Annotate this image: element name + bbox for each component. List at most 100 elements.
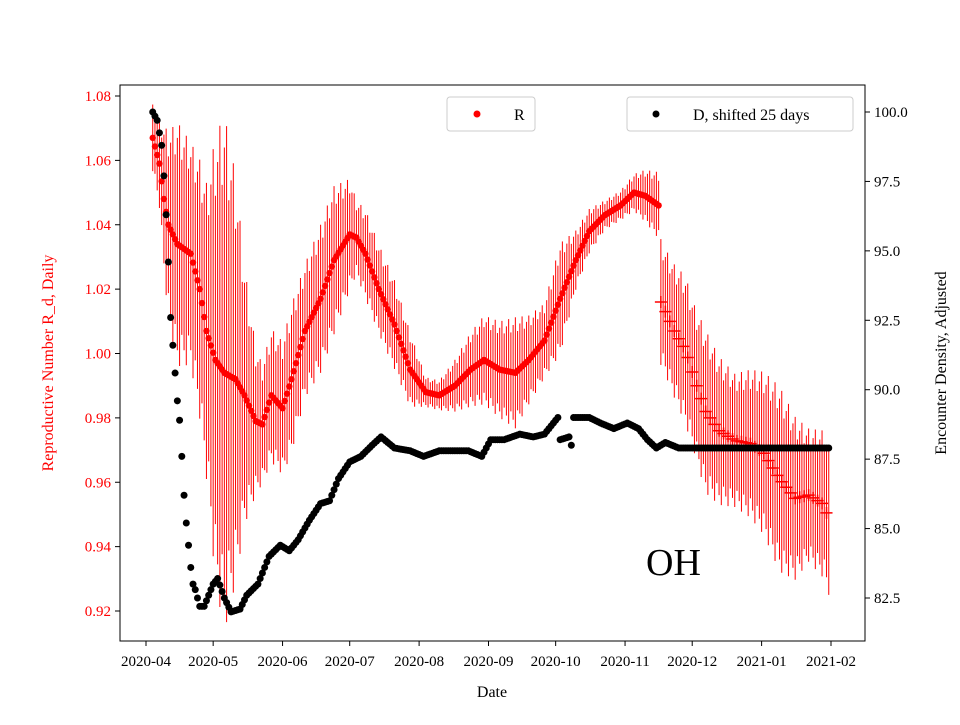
d-point — [565, 433, 573, 441]
r-point — [570, 262, 577, 269]
r-point — [563, 279, 571, 286]
r-point-plus — [690, 379, 703, 392]
r-point — [156, 160, 163, 167]
r-point — [158, 178, 165, 185]
x-tick-label: 2020-07 — [325, 654, 375, 670]
r-point — [317, 295, 324, 302]
r-point — [319, 289, 327, 296]
x-tick-label: 2020-05 — [188, 654, 238, 670]
d-point — [202, 597, 210, 605]
y-left-tick-label: 0.92 — [85, 604, 111, 620]
d-point — [193, 594, 201, 602]
r-point — [583, 232, 591, 240]
r-point-plus — [654, 296, 667, 308]
r-point — [402, 353, 409, 360]
r-point — [299, 335, 306, 343]
r-point-plus — [816, 497, 829, 510]
r-point — [565, 273, 573, 280]
r-point — [543, 331, 550, 338]
r-point — [324, 276, 331, 283]
r-point — [561, 284, 568, 291]
r-point — [207, 342, 215, 349]
y-right-tick-label: 82.5 — [874, 591, 900, 607]
r-point-plus — [766, 461, 779, 474]
r-point-plus — [659, 305, 672, 318]
d-point — [328, 491, 336, 499]
y-right-tick-label: 95.0 — [874, 244, 900, 260]
d-point — [258, 569, 266, 577]
d-point — [261, 563, 269, 571]
d-point — [256, 575, 264, 583]
r-point — [364, 256, 371, 263]
r-point — [165, 221, 172, 228]
d-point — [554, 413, 562, 421]
r-point — [572, 256, 580, 264]
r-point — [205, 335, 212, 342]
legend-r-label: R — [514, 107, 525, 124]
d-point — [189, 580, 197, 588]
r-point — [167, 226, 174, 233]
r-point — [371, 274, 378, 281]
r-point — [550, 313, 557, 320]
r-point-plus — [708, 418, 721, 431]
r-point — [263, 406, 271, 414]
r-point — [169, 231, 177, 238]
y-axis-left: 0.92 0.94 0.96 0.98 1.00 1.02 1.04 1.06 1.08 — [85, 89, 120, 620]
r-point — [151, 143, 159, 150]
r-point — [577, 247, 584, 254]
r-point — [153, 151, 161, 159]
d-point — [200, 602, 208, 610]
r-point — [655, 202, 662, 209]
r-point-plus — [668, 324, 681, 337]
r-point-plus — [704, 411, 717, 424]
y-right-tick-label: 100.0 — [874, 105, 908, 121]
r-point — [295, 351, 302, 359]
y-right-tick-label: 92.5 — [874, 313, 900, 329]
r-point — [326, 269, 333, 277]
y-right-tick-label: 97.5 — [874, 174, 900, 190]
d-point — [180, 491, 188, 499]
data-marks — [149, 108, 833, 616]
x-tick-label: 2020-04 — [121, 654, 171, 670]
d-point — [169, 341, 177, 349]
legend-r-marker — [473, 110, 481, 118]
r-point — [547, 319, 555, 326]
x-tick-label: 2020-11 — [600, 654, 649, 670]
r-point-plus — [820, 506, 833, 519]
d-point — [326, 497, 334, 505]
d-point — [182, 519, 190, 527]
r-point — [366, 262, 374, 269]
r-point — [541, 337, 548, 344]
r-point — [559, 290, 566, 297]
r-point — [386, 311, 394, 318]
r-point — [393, 327, 400, 335]
r-point — [281, 397, 288, 405]
r-point — [250, 412, 257, 420]
r-point-plus — [681, 351, 694, 364]
d-point — [158, 141, 166, 149]
r-point — [554, 301, 562, 308]
d-point — [263, 558, 271, 566]
r-point — [196, 285, 203, 293]
r-point — [194, 277, 201, 284]
y-left-tick-label: 1.00 — [85, 347, 111, 363]
r-point — [209, 349, 217, 356]
r-point-plus — [672, 332, 685, 345]
plot-frame — [119, 84, 866, 642]
r-point — [552, 307, 559, 314]
y-left-tick-label: 1.04 — [85, 218, 112, 234]
x-tick-label: 2020-12 — [667, 654, 717, 670]
r-point — [243, 397, 250, 404]
r-point — [574, 252, 582, 259]
r-point — [382, 301, 389, 308]
d-point — [254, 580, 262, 588]
x-axis-label: Date — [477, 684, 507, 701]
r-point — [283, 390, 291, 397]
d-point — [218, 588, 226, 596]
d-point — [162, 211, 170, 219]
r-point-plus — [695, 392, 708, 405]
y-axis-right-label: Encounter Density, Adjusted — [933, 271, 950, 454]
r-point — [377, 290, 385, 298]
r-point-plus — [699, 405, 712, 418]
